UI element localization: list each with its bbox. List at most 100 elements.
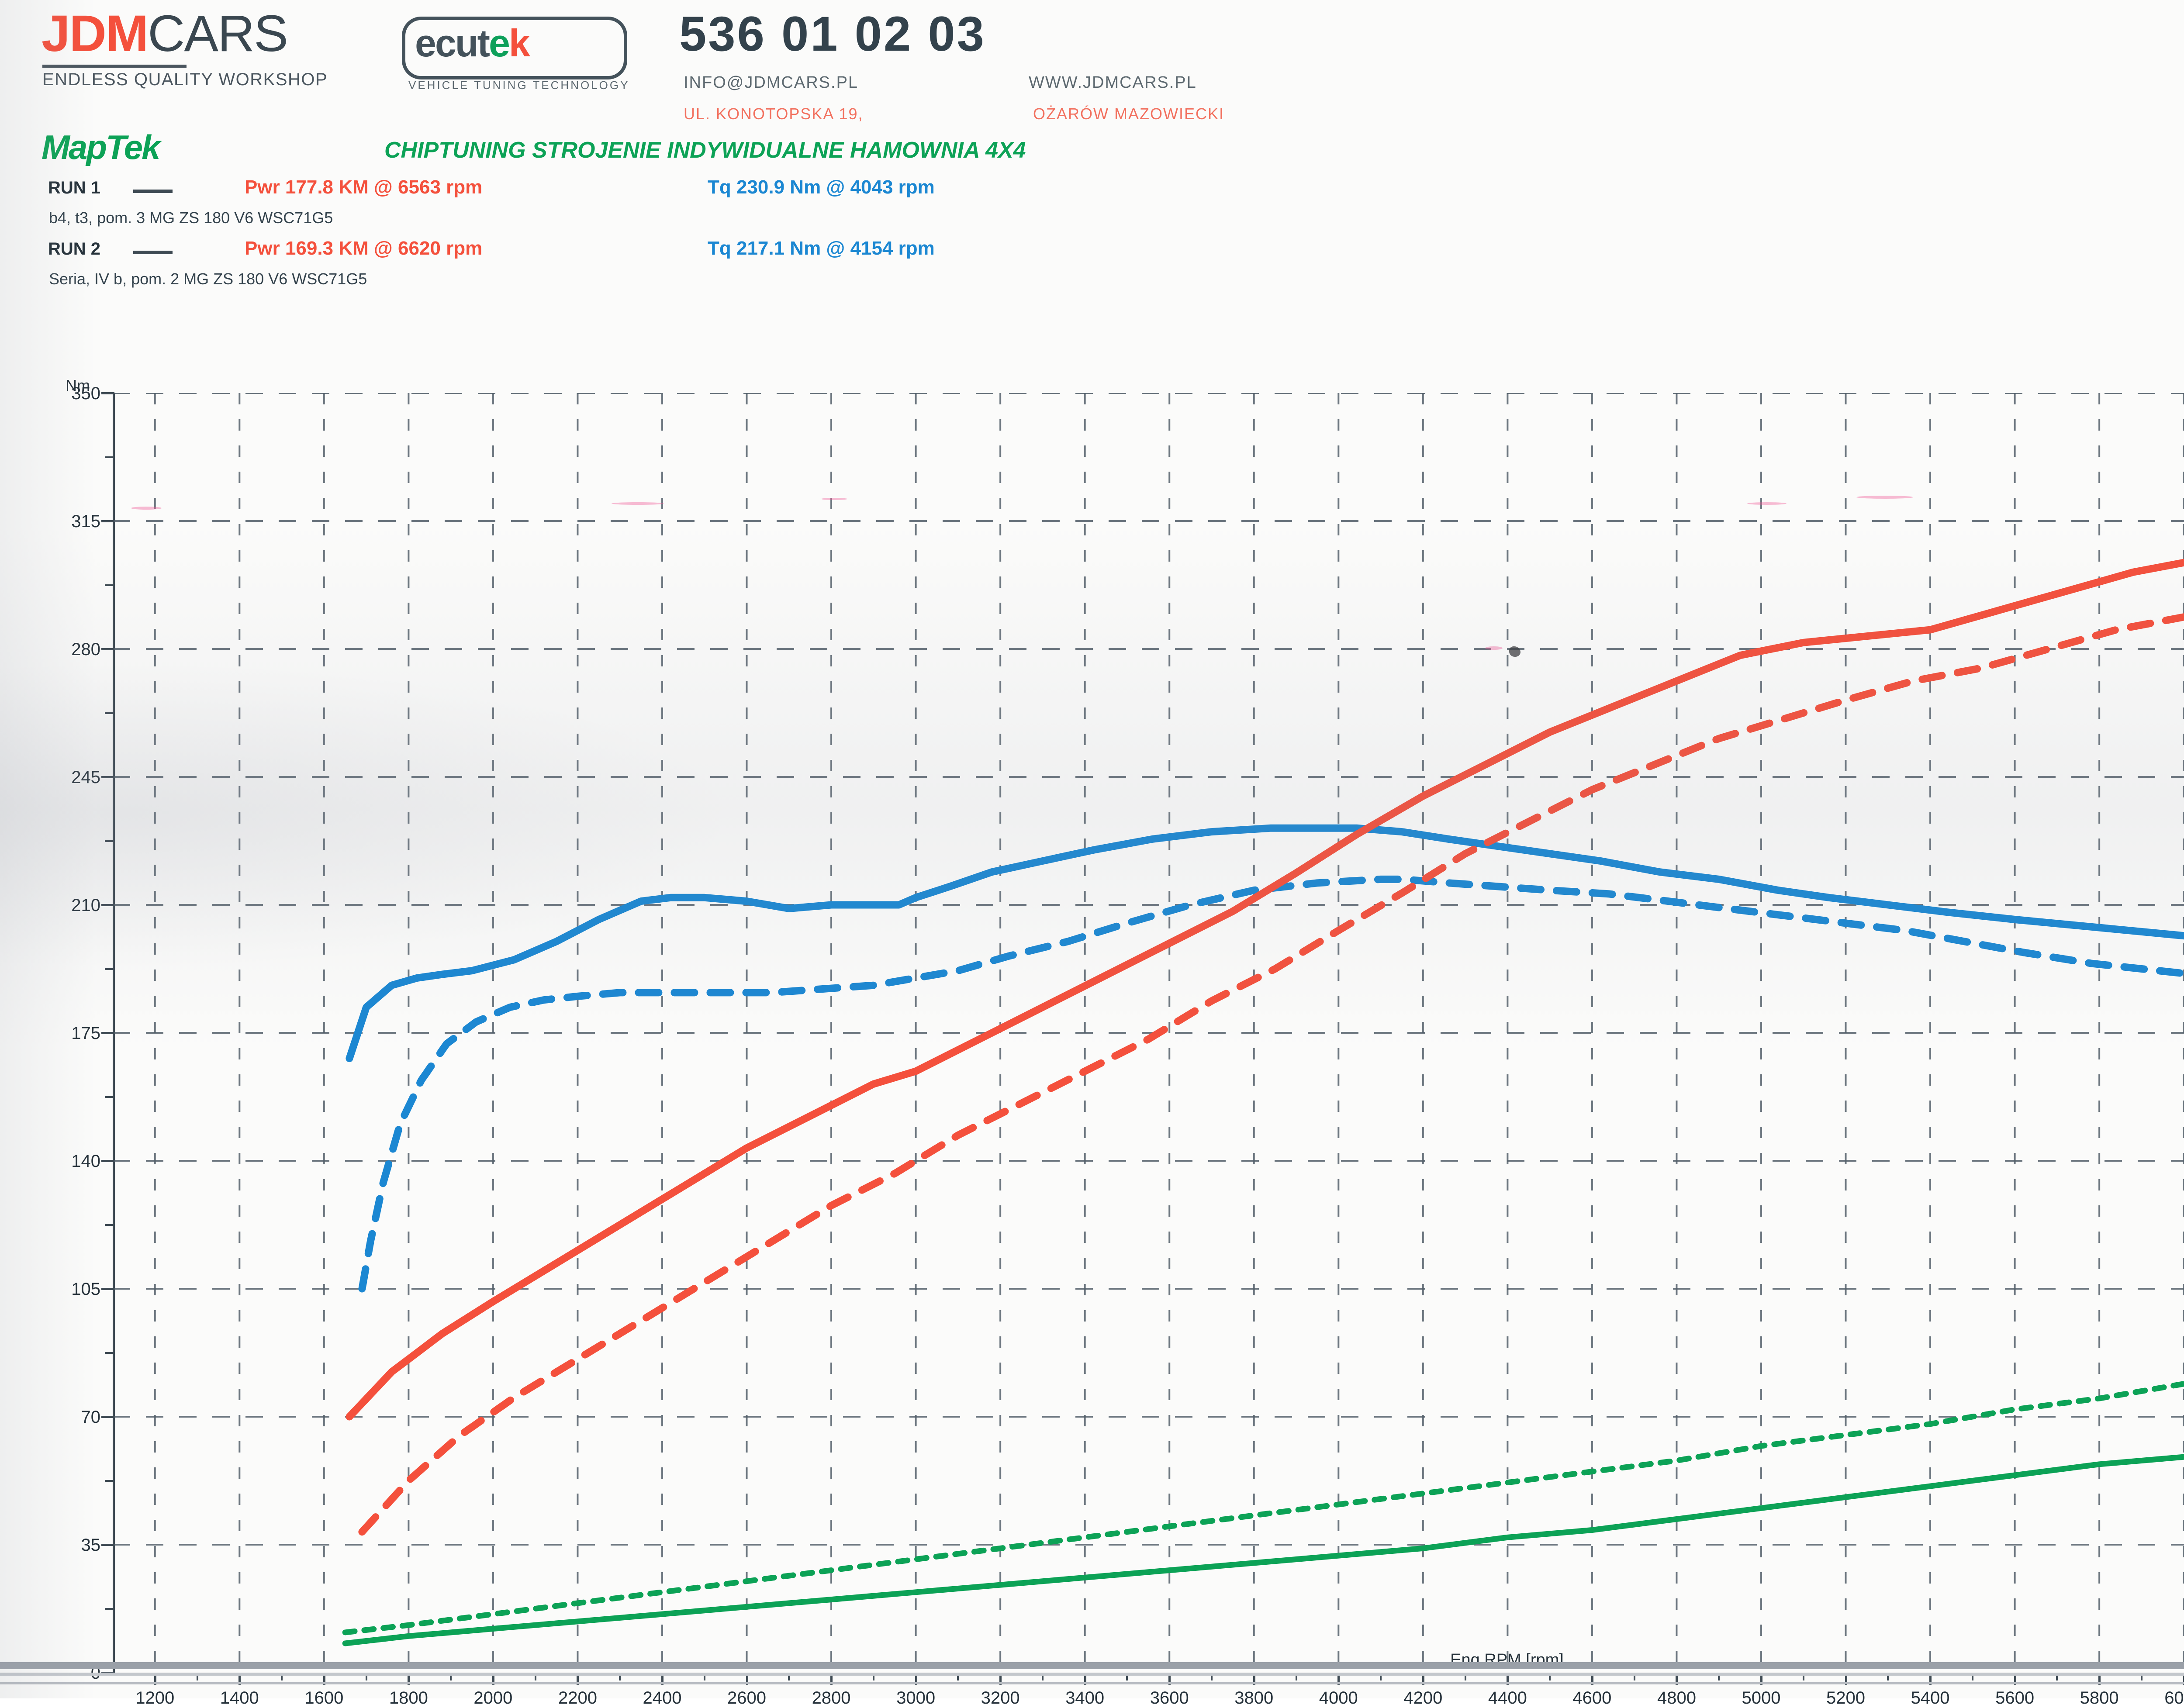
jdm-logo-tagline: ENDLESS QUALITY WORKSHOP — [42, 70, 328, 89]
x-axis-tick — [1337, 1673, 1340, 1685]
x-axis-tick — [238, 1673, 241, 1685]
y-axis-left-tick-label: 245 — [71, 768, 100, 787]
email-address: INFO@JDMCARS.PL — [684, 73, 859, 92]
x-axis-tick — [746, 1673, 748, 1685]
scan-band-mid — [0, 1673, 2184, 1676]
run1-power-readout: Pwr 177.8 KM @ 6563 rpm — [245, 176, 483, 198]
jdm-logo-dark-text: CARS — [148, 5, 288, 62]
y-axis-left-tick — [101, 1288, 114, 1290]
series-tq-run-2 — [358, 875, 2184, 1293]
y-axis-left-tick-label: 315 — [71, 512, 100, 531]
run1-description: b4, t3, pom. 3 MG ZS 180 V6 WSC71G5 — [49, 209, 333, 227]
x-axis-minor-tick — [1464, 1673, 1466, 1680]
x-axis-tick — [2014, 1673, 2016, 1685]
y-axis-left-tick-label: 280 — [71, 640, 100, 659]
x-axis-minor-tick — [1295, 1673, 1297, 1680]
x-axis-minor-tick — [1633, 1673, 1635, 1680]
y-axis-left-tick — [101, 392, 114, 394]
y-axis-left-tick — [101, 776, 114, 778]
run1-line-swatch — [133, 190, 173, 193]
x-axis-minor-tick — [1971, 1673, 1973, 1680]
run2-torque-readout: Tq 217.1 Nm @ 4154 rpm — [708, 238, 935, 259]
left-axis-unit-label: Nm — [66, 376, 90, 394]
scan-band-top — [0, 1662, 2184, 1669]
x-axis-minor-tick — [619, 1673, 621, 1680]
run-legend-row-2: RUN 2 Pwr 169.3 KM @ 6620 rpm Tq 217.1 N… — [0, 238, 2184, 266]
x-axis-minor-tick — [534, 1673, 536, 1680]
y-axis-left-minor-tick — [105, 712, 114, 714]
x-axis-minor-tick — [1802, 1673, 1804, 1680]
x-axis-tick — [1676, 1673, 1678, 1685]
x-axis-minor-tick — [872, 1673, 874, 1680]
x-axis-minor-tick — [196, 1673, 198, 1680]
y-axis-left-tick-label: 35 — [81, 1535, 101, 1555]
jdm-logo-divider — [42, 65, 187, 68]
jdm-logo-red-text: JDM — [41, 5, 149, 62]
series-pwr-run-1 — [346, 559, 2184, 1421]
x-axis-tick — [1845, 1673, 1847, 1685]
x-axis-tick — [2183, 1673, 2184, 1685]
x-axis-tick — [1422, 1673, 1424, 1685]
x-axis-minor-tick — [1041, 1673, 1044, 1680]
ecutek-logo-frame — [402, 17, 627, 79]
address-city: OŻARÓW MAZOWIECKI — [1033, 105, 1224, 123]
x-axis-tick — [408, 1673, 410, 1685]
y-axis-left-tick-label: 210 — [71, 896, 100, 915]
jdmcars-logo: JDMCARS — [41, 5, 288, 62]
x-axis-tick — [1084, 1673, 1086, 1685]
series-tq-run-1 — [346, 824, 2184, 1063]
x-axis-tick — [1168, 1673, 1171, 1685]
y-axis-left-tick-label: 350 — [71, 384, 100, 403]
run2-line-swatch — [133, 251, 173, 254]
run-legend-row-1: RUN 1 Pwr 177.8 KM @ 6563 rpm Tq 230.9 N… — [0, 176, 2184, 204]
maptek-logo: MapTek — [41, 128, 161, 166]
x-axis-tick — [492, 1673, 494, 1685]
series-speed-run-1 — [342, 1454, 2184, 1646]
x-axis-minor-tick — [1380, 1673, 1382, 1680]
y-axis-left-tick — [101, 648, 114, 650]
x-axis-tick — [915, 1673, 917, 1685]
scan-band-bottom — [0, 1682, 2184, 1684]
y-axis-left-minor-tick — [105, 1096, 114, 1098]
y-axis-left-tick-label: 105 — [71, 1280, 100, 1299]
y-axis-left-tick — [101, 904, 114, 906]
x-axis-minor-tick — [703, 1673, 705, 1680]
y-axis-left-minor-tick — [105, 1352, 114, 1354]
y-axis-left-minor-tick — [105, 840, 114, 842]
y-axis-left-tick — [101, 1544, 114, 1546]
y-axis-left-tick-label: 140 — [71, 1152, 100, 1171]
y-axis-left-minor-tick — [105, 1224, 114, 1226]
y-axis-left-tick — [101, 1032, 114, 1034]
x-axis-minor-tick — [281, 1673, 283, 1680]
x-axis-tick — [154, 1673, 156, 1685]
x-axis-minor-tick — [2056, 1673, 2058, 1680]
run2-description: Seria, IV b, pom. 2 MG ZS 180 V6 WSC71G5 — [49, 270, 367, 288]
ecutek-tagline: VEHICLE TUNING TECHNOLOGY — [408, 79, 630, 92]
y-axis-left-minor-tick — [105, 584, 114, 586]
x-axis-minor-tick — [450, 1673, 452, 1680]
run2-label: RUN 2 — [48, 239, 101, 259]
x-axis-minor-tick — [1887, 1673, 1889, 1680]
series-pwr-run-2 — [358, 613, 2184, 1536]
x-axis-tick — [1591, 1673, 1593, 1685]
dyno-chart: Nm KM 0357010514017521024528031535002040… — [0, 306, 2184, 1708]
y-axis-left-tick — [101, 1160, 114, 1162]
x-axis-tick — [661, 1673, 663, 1685]
x-axis-minor-tick — [2140, 1673, 2143, 1680]
ecutek-word-dark: ecut — [415, 21, 490, 65]
y-axis-left-tick-label: 175 — [71, 1024, 100, 1043]
x-axis-tick — [1929, 1673, 1932, 1685]
x-axis-tick — [2098, 1673, 2101, 1685]
x-axis-tick — [1760, 1673, 1762, 1685]
x-axis-tick — [1253, 1673, 1255, 1685]
y-axis-left-minor-tick — [105, 1608, 114, 1610]
y-axis-left-tick — [101, 520, 114, 522]
x-axis-tick — [830, 1673, 833, 1685]
phone-number: 536 01 02 03 — [679, 7, 986, 61]
ecutek-logo-text: ecutek — [415, 21, 530, 65]
x-axis-tick — [1507, 1673, 1509, 1685]
y-axis-left-minor-tick — [105, 456, 114, 458]
y-axis-left-tick-label: 70 — [81, 1408, 101, 1427]
x-axis-minor-tick — [1718, 1673, 1720, 1680]
y-axis-left-tick — [101, 1416, 114, 1418]
